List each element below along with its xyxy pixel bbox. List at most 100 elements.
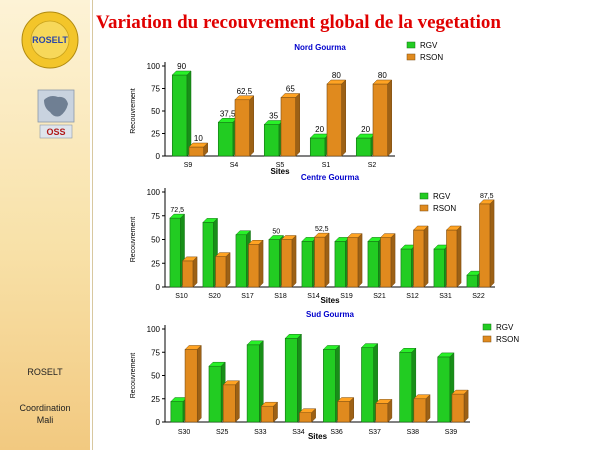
chart2-y-tick-label: 50 — [151, 236, 160, 245]
chart2-bar-rgv — [268, 239, 280, 288]
chart2-bar-rgv — [433, 248, 445, 288]
chart2-x-tick-label: S17 — [241, 293, 254, 300]
chart1-bar-rson — [326, 83, 343, 157]
chart1-y-tick-label: 50 — [151, 107, 160, 116]
chart2-legend-swatch-rson — [419, 204, 429, 212]
chart2-legend-swatch-rgv — [419, 192, 429, 200]
chart3-bar-rgv — [246, 344, 260, 423]
chart3-legend-label-rson: RSON — [496, 335, 519, 344]
chart3-bar-side-rson — [235, 380, 240, 423]
chart2-x-tick-label: S10 — [175, 293, 188, 300]
chart2-bar-rson — [446, 229, 458, 288]
chart3-title: Sud Gourma — [306, 310, 355, 319]
chart3-bar-rgv — [437, 356, 451, 423]
chart3-bar-side-rson — [425, 394, 431, 423]
chart2-x-tick-label: S20 — [208, 293, 221, 300]
chart3-bar-rgv — [170, 401, 184, 423]
chart3-x-tick-label: S30 — [178, 429, 191, 436]
chart3-y-axis-label: Recouvrement — [130, 353, 137, 399]
chart2-x-tick-label: S31 — [439, 293, 452, 300]
chart2-bar-rgv — [169, 217, 181, 288]
chart3-x-axis-label: Sites — [308, 432, 328, 441]
chart3-bar-rgv — [323, 349, 336, 423]
chart3-y-tick-label: 25 — [151, 395, 160, 404]
chart1-bar-rgv — [309, 137, 326, 157]
chart2-bar-side-rson — [192, 256, 198, 288]
chart1-data-label-rson: 80 — [378, 71, 387, 80]
chart3-y-tick-label: 50 — [151, 372, 160, 381]
chart2-bar-rgv — [466, 274, 478, 288]
chart1-bar-side-rson — [341, 79, 346, 157]
chart1-bar-rgv — [355, 137, 372, 157]
chart1-data-label-rson: 62,5 — [237, 87, 253, 96]
chart2-data-label-rson: 52,5 — [315, 226, 329, 233]
chart2-y-tick-label: 75 — [151, 212, 160, 221]
chart2-bar-rgv — [400, 248, 412, 288]
chart3-x-tick-label: S39 — [445, 429, 458, 436]
chart3-bar-side-rson — [197, 344, 202, 423]
chart3-bar-side-rgv — [297, 333, 302, 423]
chart1-x-tick-label: S9 — [184, 162, 193, 169]
chart2-bar-side-rson — [357, 232, 363, 288]
chart3-bar-rson — [337, 401, 351, 423]
chart3-bar-rson — [413, 398, 427, 423]
chart3-bar-rgv — [361, 347, 374, 423]
chart1-legend-swatch-rson — [406, 53, 416, 61]
chart1-title: Nord Gourma — [294, 43, 346, 52]
chart1-bar-rson — [280, 97, 297, 157]
chart1-bar-rson — [372, 83, 389, 157]
chart3-bar-side-rson — [311, 408, 316, 423]
chart3-bar-side-rson — [273, 401, 278, 423]
sidebar-text-coordination-line2: Mali — [36, 415, 54, 425]
chart1-x-tick-label: S2 — [368, 162, 377, 169]
chart3-x-tick-label: S25 — [216, 429, 229, 436]
chart2-bar-side-rson — [225, 251, 231, 288]
chart2-bar-side-rson — [456, 225, 462, 288]
chart2-x-tick-label: S22 — [472, 293, 485, 300]
chart1-y-tick-label: 75 — [151, 85, 160, 94]
chart1-x-tick-label: S4 — [230, 162, 239, 169]
chart3-x-tick-label: S36 — [330, 429, 343, 436]
chart2-bar-rson — [314, 236, 326, 288]
chart3-bar-rson — [375, 403, 389, 423]
chart2-bar-side-rson — [390, 232, 396, 288]
chart3-y-tick-label: 100 — [147, 325, 161, 334]
chart1-data-label-rgv: 90 — [177, 62, 186, 71]
chart1-y-tick-label: 100 — [147, 62, 161, 71]
chart3-x-tick-label: S33 — [254, 429, 267, 436]
chart2-bar-rgv — [235, 234, 247, 288]
chart3-bar-rson — [261, 405, 274, 423]
chart2-bar-rson — [182, 260, 194, 288]
chart3-y-tick-label: 75 — [151, 348, 160, 357]
chart2-x-tick-label: S21 — [373, 293, 386, 300]
chart3-bar-side-rson — [463, 389, 469, 423]
oss-logo: OSS — [37, 89, 75, 139]
chart2-data-label-rgv: 72,5 — [170, 207, 184, 214]
chart3-bar-side-rson — [349, 396, 355, 423]
chart1-data-label-rgv: 20 — [361, 125, 370, 134]
chart2-title: Centre Gourma — [301, 173, 360, 182]
chart3-bar-side-rson — [387, 398, 393, 423]
chart1-bar-rson — [188, 146, 205, 157]
chart2-bar-side-rson — [489, 199, 495, 288]
chart1-bar-rson — [234, 99, 251, 157]
chart1-y-tick-label: 0 — [156, 152, 161, 161]
chart1-x-tick-label: S1 — [322, 162, 331, 169]
chart2-bar-side-rson — [291, 234, 297, 288]
chart2-bar-rson — [479, 203, 491, 288]
chart1-data-label-rson: 65 — [286, 85, 295, 94]
chart2-bar-side-rson — [258, 239, 264, 288]
sidebar: ROSELT OSS ROSELT Coordination Mali — [0, 0, 90, 450]
chart2-bar-rson — [347, 237, 359, 288]
chart2-bar-rson — [413, 229, 425, 288]
chart2-x-axis-label: Sites — [320, 296, 340, 305]
chart3-legend-swatch-rgv — [482, 323, 492, 331]
chart1-bar-side-rson — [203, 142, 208, 157]
chart2-bar-rgv — [367, 241, 379, 288]
chart1-legend-label-rgv: RGV — [420, 41, 438, 50]
chart3-x-tick-label: S37 — [368, 429, 381, 436]
chart1-data-label-rgv: 35 — [269, 112, 278, 121]
chart3-bar-rson — [451, 393, 465, 423]
chart1-legend-swatch-rgv — [406, 41, 416, 49]
